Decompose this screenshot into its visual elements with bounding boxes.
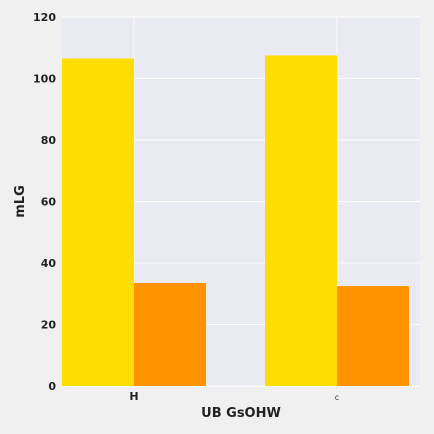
- y-axis-label: mLG: [13, 185, 28, 218]
- y-tick-label: 60: [41, 196, 57, 209]
- x-axis-label: UB GsOHW: [201, 406, 281, 421]
- bars: [62, 55, 409, 386]
- bar-series-2-c: [337, 286, 409, 386]
- y-tick-label: 40: [41, 257, 57, 270]
- y-tick-label: 0: [48, 380, 56, 393]
- bar-series-2-H: [134, 282, 206, 386]
- bar-series-1-H: [62, 58, 134, 386]
- y-tick-label: 120: [33, 11, 56, 24]
- x-tick-label: c: [335, 393, 339, 402]
- y-tick-labels: 0 20 40 60 80 100 120: [33, 11, 56, 393]
- y-tick-label: 100: [33, 73, 56, 86]
- x-tick-label: H: [129, 390, 138, 403]
- y-tick-label: 20: [41, 319, 57, 332]
- y-tick-label: 80: [41, 134, 57, 147]
- bar-series-1-c: [265, 55, 337, 386]
